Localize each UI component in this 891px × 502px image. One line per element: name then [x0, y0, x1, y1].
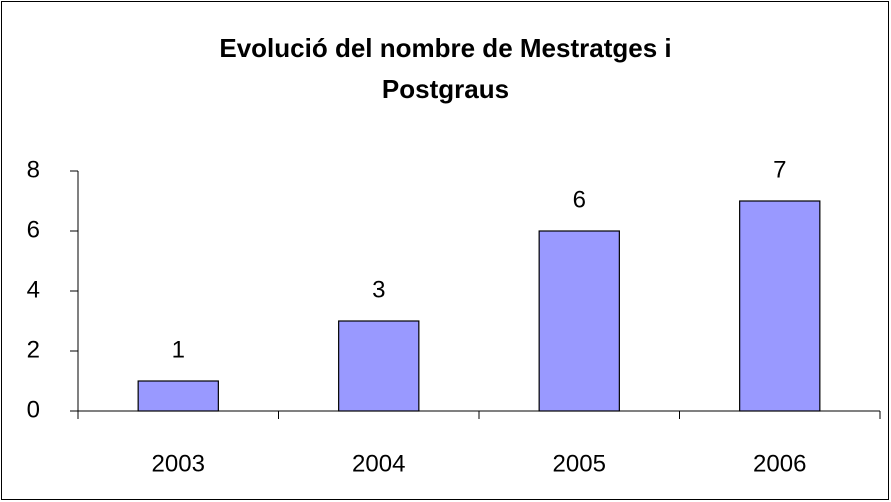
y-tick-label: 6 — [27, 216, 40, 243]
y-tick-label: 0 — [27, 396, 40, 423]
bar — [338, 320, 420, 412]
data-label: 3 — [372, 276, 385, 303]
x-tick-label: 2004 — [352, 450, 405, 477]
data-label: 1 — [172, 336, 185, 363]
bar — [739, 200, 821, 412]
data-label: 7 — [773, 156, 786, 183]
y-tick-label: 8 — [27, 156, 40, 183]
bar — [137, 380, 219, 412]
y-tick-label: 2 — [27, 336, 40, 363]
y-tick-label: 4 — [27, 276, 40, 303]
x-tick-label: 2006 — [753, 450, 806, 477]
x-tick-label: 2003 — [152, 450, 205, 477]
bar — [538, 230, 620, 412]
data-label: 6 — [573, 186, 586, 213]
chart-title: Evolució del nombre de Mestratges i Post… — [219, 33, 672, 104]
x-tick-label: 2005 — [553, 450, 606, 477]
